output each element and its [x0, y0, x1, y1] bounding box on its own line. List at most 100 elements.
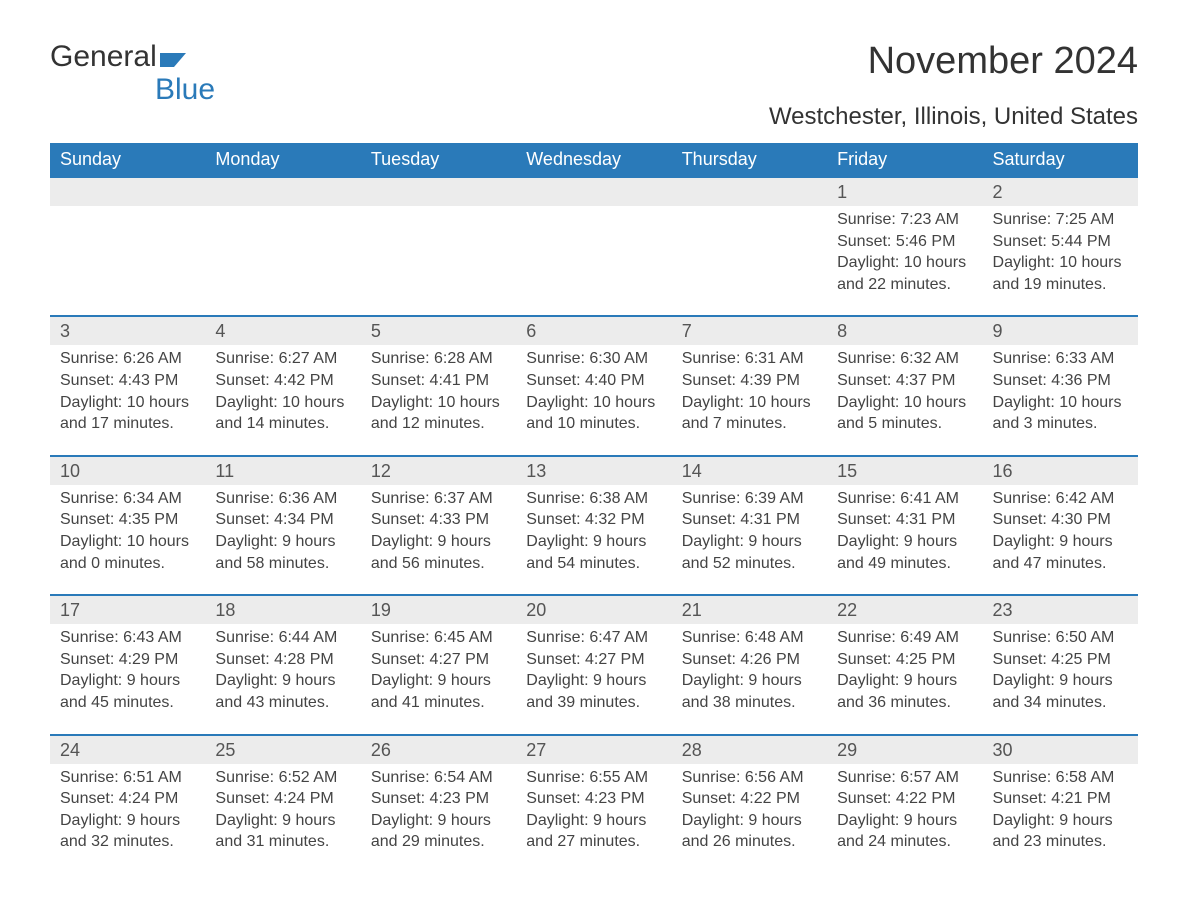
- calendar-day-number: 12: [361, 456, 516, 485]
- sunrise-text: Sunrise: 6:52 AM: [215, 767, 350, 789]
- calendar-day-number: 19: [361, 595, 516, 624]
- daylight-text: Daylight: 9 hours and 47 minutes.: [993, 531, 1128, 574]
- daylight-text: Daylight: 10 hours and 7 minutes.: [682, 392, 817, 435]
- sunset-text: Sunset: 4:42 PM: [215, 370, 350, 392]
- sunset-text: Sunset: 4:39 PM: [682, 370, 817, 392]
- sunrise-text: Sunrise: 6:56 AM: [682, 767, 817, 789]
- weekday-header: Thursday: [672, 143, 827, 177]
- calendar-day-number: 17: [50, 595, 205, 624]
- sunrise-text: Sunrise: 6:38 AM: [526, 488, 661, 510]
- daylight-text: Daylight: 10 hours and 19 minutes.: [993, 252, 1128, 295]
- calendar-day-number: 7: [672, 316, 827, 345]
- daylight-text: Daylight: 9 hours and 58 minutes.: [215, 531, 350, 574]
- calendar-day-number: 8: [827, 316, 982, 345]
- calendar-day-number: 3: [50, 316, 205, 345]
- sunrise-text: Sunrise: 6:54 AM: [371, 767, 506, 789]
- sunset-text: Sunset: 4:28 PM: [215, 649, 350, 671]
- calendar-empty-cell: [205, 206, 360, 316]
- calendar-day-cell: Sunrise: 6:44 AMSunset: 4:28 PMDaylight:…: [205, 624, 360, 734]
- weekday-header: Monday: [205, 143, 360, 177]
- calendar-empty-cell: [50, 206, 205, 316]
- sunrise-text: Sunrise: 6:44 AM: [215, 627, 350, 649]
- sunset-text: Sunset: 4:41 PM: [371, 370, 506, 392]
- calendar-day-number: 23: [983, 595, 1138, 624]
- sunrise-text: Sunrise: 6:42 AM: [993, 488, 1128, 510]
- sunset-text: Sunset: 4:32 PM: [526, 509, 661, 531]
- sunset-text: Sunset: 4:25 PM: [837, 649, 972, 671]
- calendar-day-number: 20: [516, 595, 671, 624]
- daylight-text: Daylight: 9 hours and 43 minutes.: [215, 670, 350, 713]
- logo-text-2: Blue: [155, 73, 1188, 107]
- sunrise-text: Sunrise: 6:30 AM: [526, 348, 661, 370]
- calendar-day-number: 18: [205, 595, 360, 624]
- calendar-empty-cell: [516, 206, 671, 316]
- calendar-empty-cell: [672, 177, 827, 206]
- calendar-day-number: 13: [516, 456, 671, 485]
- calendar-day-number: 4: [205, 316, 360, 345]
- calendar-week-daynum-row: 10111213141516: [50, 456, 1138, 485]
- sunrise-text: Sunrise: 6:32 AM: [837, 348, 972, 370]
- daylight-text: Daylight: 9 hours and 24 minutes.: [837, 810, 972, 853]
- calendar-day-number: 27: [516, 735, 671, 764]
- sunrise-text: Sunrise: 7:25 AM: [993, 209, 1128, 231]
- calendar-day-number: 21: [672, 595, 827, 624]
- sunset-text: Sunset: 4:31 PM: [682, 509, 817, 531]
- weekday-header-row: SundayMondayTuesdayWednesdayThursdayFrid…: [50, 143, 1138, 177]
- calendar-table: SundayMondayTuesdayWednesdayThursdayFrid…: [50, 143, 1138, 873]
- daylight-text: Daylight: 9 hours and 32 minutes.: [60, 810, 195, 853]
- sunrise-text: Sunrise: 6:45 AM: [371, 627, 506, 649]
- sunrise-text: Sunrise: 6:50 AM: [993, 627, 1128, 649]
- sunrise-text: Sunrise: 6:27 AM: [215, 348, 350, 370]
- daylight-text: Daylight: 10 hours and 17 minutes.: [60, 392, 195, 435]
- calendar-day-number: 28: [672, 735, 827, 764]
- sunset-text: Sunset: 4:23 PM: [371, 788, 506, 810]
- calendar-day-number: 9: [983, 316, 1138, 345]
- weekday-header: Saturday: [983, 143, 1138, 177]
- daylight-text: Daylight: 9 hours and 49 minutes.: [837, 531, 972, 574]
- daylight-text: Daylight: 9 hours and 26 minutes.: [682, 810, 817, 853]
- sunset-text: Sunset: 4:31 PM: [837, 509, 972, 531]
- calendar-day-cell: Sunrise: 6:54 AMSunset: 4:23 PMDaylight:…: [361, 764, 516, 873]
- calendar-day-number: 30: [983, 735, 1138, 764]
- sunrise-text: Sunrise: 6:31 AM: [682, 348, 817, 370]
- weekday-header: Wednesday: [516, 143, 671, 177]
- daylight-text: Daylight: 10 hours and 5 minutes.: [837, 392, 972, 435]
- calendar-day-cell: Sunrise: 7:25 AMSunset: 5:44 PMDaylight:…: [983, 206, 1138, 316]
- calendar-day-cell: Sunrise: 6:38 AMSunset: 4:32 PMDaylight:…: [516, 485, 671, 595]
- sunset-text: Sunset: 4:25 PM: [993, 649, 1128, 671]
- daylight-text: Daylight: 9 hours and 34 minutes.: [993, 670, 1128, 713]
- calendar-day-cell: Sunrise: 6:43 AMSunset: 4:29 PMDaylight:…: [50, 624, 205, 734]
- calendar-week-data-row: Sunrise: 6:43 AMSunset: 4:29 PMDaylight:…: [50, 624, 1138, 734]
- daylight-text: Daylight: 9 hours and 54 minutes.: [526, 531, 661, 574]
- calendar-empty-cell: [361, 177, 516, 206]
- calendar-day-number: 10: [50, 456, 205, 485]
- sunset-text: Sunset: 4:29 PM: [60, 649, 195, 671]
- calendar-day-cell: Sunrise: 6:55 AMSunset: 4:23 PMDaylight:…: [516, 764, 671, 873]
- calendar-day-cell: Sunrise: 7:23 AMSunset: 5:46 PMDaylight:…: [827, 206, 982, 316]
- logo: General: [50, 40, 188, 74]
- calendar-day-cell: Sunrise: 6:32 AMSunset: 4:37 PMDaylight:…: [827, 345, 982, 455]
- sunset-text: Sunset: 4:21 PM: [993, 788, 1128, 810]
- daylight-text: Daylight: 10 hours and 0 minutes.: [60, 531, 195, 574]
- daylight-text: Daylight: 10 hours and 14 minutes.: [215, 392, 350, 435]
- sunrise-text: Sunrise: 6:51 AM: [60, 767, 195, 789]
- sunrise-text: Sunrise: 6:57 AM: [837, 767, 972, 789]
- calendar-week-data-row: Sunrise: 6:51 AMSunset: 4:24 PMDaylight:…: [50, 764, 1138, 873]
- daylight-text: Daylight: 9 hours and 27 minutes.: [526, 810, 661, 853]
- calendar-day-cell: Sunrise: 6:36 AMSunset: 4:34 PMDaylight:…: [205, 485, 360, 595]
- calendar-day-number: 26: [361, 735, 516, 764]
- sunset-text: Sunset: 4:35 PM: [60, 509, 195, 531]
- calendar-day-cell: Sunrise: 6:50 AMSunset: 4:25 PMDaylight:…: [983, 624, 1138, 734]
- calendar-day-cell: Sunrise: 6:28 AMSunset: 4:41 PMDaylight:…: [361, 345, 516, 455]
- calendar-day-cell: Sunrise: 6:51 AMSunset: 4:24 PMDaylight:…: [50, 764, 205, 873]
- daylight-text: Daylight: 9 hours and 52 minutes.: [682, 531, 817, 574]
- calendar-day-cell: Sunrise: 6:52 AMSunset: 4:24 PMDaylight:…: [205, 764, 360, 873]
- calendar-day-cell: Sunrise: 6:33 AMSunset: 4:36 PMDaylight:…: [983, 345, 1138, 455]
- sunrise-text: Sunrise: 7:23 AM: [837, 209, 972, 231]
- calendar-empty-cell: [516, 177, 671, 206]
- sunset-text: Sunset: 4:40 PM: [526, 370, 661, 392]
- sunrise-text: Sunrise: 6:36 AM: [215, 488, 350, 510]
- calendar-week-daynum-row: 3456789: [50, 316, 1138, 345]
- calendar-week-data-row: Sunrise: 6:26 AMSunset: 4:43 PMDaylight:…: [50, 345, 1138, 455]
- sunset-text: Sunset: 4:34 PM: [215, 509, 350, 531]
